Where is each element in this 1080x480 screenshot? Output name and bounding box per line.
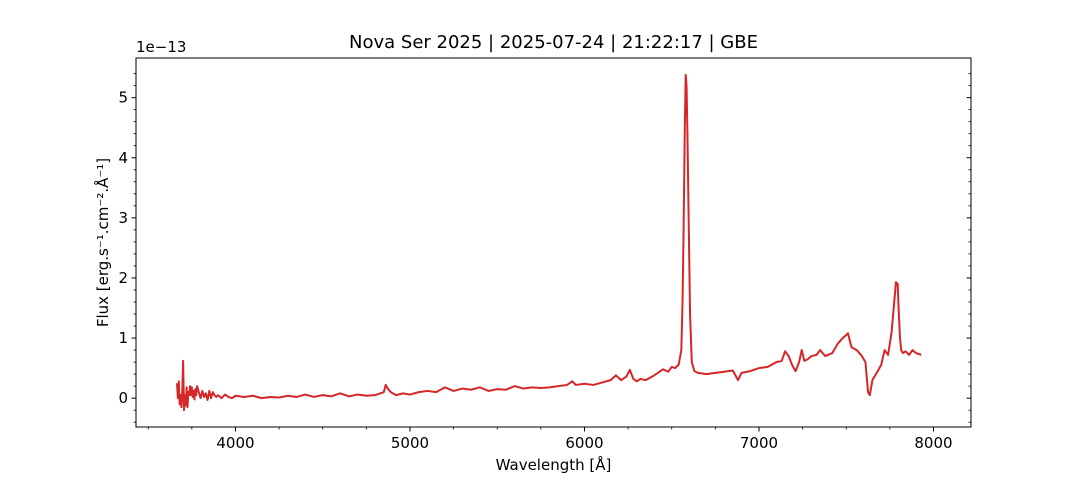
chart-title: Nova Ser 2025 | 2025-07-24 | 21:22:17 | … bbox=[349, 32, 758, 53]
y-tick-label: 1 bbox=[118, 329, 128, 347]
y-tick-label: 3 bbox=[118, 209, 128, 227]
x-axis-label: Wavelength [Å] bbox=[496, 455, 612, 474]
y-tick-label: 0 bbox=[118, 389, 128, 407]
y-axis-label: Flux [erg.s⁻¹.cm⁻².Å⁻¹] bbox=[93, 158, 112, 327]
x-tick-label: 7000 bbox=[740, 434, 778, 452]
x-tick-label: 8000 bbox=[914, 434, 952, 452]
y-offset-text: 1e−13 bbox=[136, 38, 186, 56]
y-tick-label: 2 bbox=[118, 269, 128, 287]
axes-frame bbox=[135, 57, 972, 428]
y-tick-label: 5 bbox=[118, 89, 128, 107]
x-axis-ticks: 4000 5000 6000 7000 8000 bbox=[147, 427, 953, 452]
x-tick-label: 6000 bbox=[565, 434, 603, 452]
y-axis-ticks: 0 1 2 3 4 5 bbox=[118, 73, 971, 423]
spectrum-line bbox=[176, 73, 922, 412]
x-tick-label: 4000 bbox=[216, 434, 254, 452]
plot-area bbox=[176, 73, 922, 412]
y-tick-label: 4 bbox=[118, 149, 128, 167]
x-tick-label: 5000 bbox=[391, 434, 429, 452]
plot-frame bbox=[135, 57, 972, 428]
